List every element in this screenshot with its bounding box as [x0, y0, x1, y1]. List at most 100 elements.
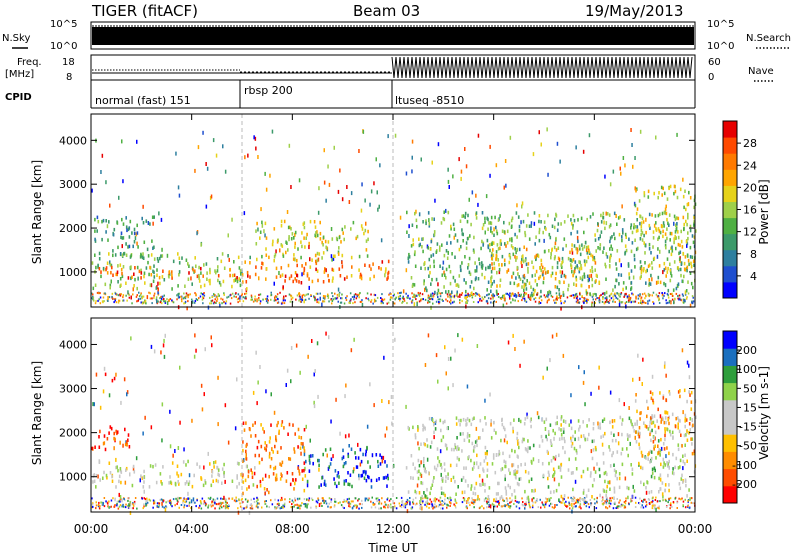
scatter-cell: [128, 296, 131, 299]
scatter-cell: [188, 473, 191, 478]
region-cell-5: [599, 493, 601, 498]
scatter-cell: [606, 500, 608, 503]
scatter-cell: [465, 301, 467, 304]
scatter-cell: [315, 506, 317, 509]
scatter-cell: [319, 296, 321, 301]
scatter-cell: [538, 130, 540, 135]
scatter-cell: [465, 164, 468, 169]
region-cell-5: [443, 462, 446, 466]
scatter-cell: [256, 503, 258, 506]
scatter-cell: [224, 302, 227, 305]
scatter-cell: [663, 294, 665, 297]
region-cell-5: [672, 436, 674, 440]
region-cell-5: [422, 428, 424, 432]
scatter-cell: [118, 299, 121, 302]
scatter-cell: [445, 208, 447, 213]
scatter-cell: [662, 270, 664, 275]
scatter-cell: [583, 497, 586, 499]
region-cell-3: [252, 423, 254, 427]
scatter-cell: [437, 379, 439, 384]
scatter-cell: [318, 301, 320, 304]
region-cell-6: [484, 220, 486, 224]
region-cell-6: [497, 258, 499, 262]
scatter-cell: [157, 290, 159, 295]
scatter-cell: [139, 478, 141, 483]
scatter-cell: [183, 296, 186, 299]
region-cell-6: [443, 285, 445, 289]
scatter-cell: [327, 293, 329, 296]
region-cell-4: [319, 220, 321, 225]
scatter-cell: [194, 300, 197, 302]
region-cell-7: [595, 273, 598, 278]
region-cell-6: [447, 290, 450, 294]
scatter-cell: [649, 294, 651, 297]
scatter-cell: [449, 497, 452, 500]
region-cell-6: [446, 241, 448, 245]
region-cell-4: [365, 449, 367, 454]
scatter-cell: [119, 440, 121, 445]
scatter-cell: [265, 300, 268, 303]
region-cell-7: [488, 243, 491, 247]
region-cell-8: [683, 205, 685, 210]
scatter-cell: [119, 294, 122, 297]
scatter-cell: [631, 300, 633, 303]
region-cell-8: [677, 266, 679, 270]
scatter-cell: [427, 296, 429, 299]
region-cell-0: [156, 257, 159, 261]
scatter-cell: [466, 300, 468, 303]
region-cell-5: [638, 446, 641, 450]
region-cell-7: [542, 270, 544, 274]
region-cell-6: [513, 281, 516, 286]
region-cell-5: [407, 490, 410, 494]
scatter-cell: [160, 217, 163, 222]
region-cell-5: [667, 464, 669, 468]
scatter-cell: [470, 501, 473, 504]
region-cell-6: [406, 210, 408, 215]
region-cell-5: [648, 490, 651, 495]
colorbar-tick-label: 20: [743, 181, 757, 194]
region-cell-8: [643, 267, 645, 271]
scatter-cell: [418, 295, 421, 298]
scatter-cell: [284, 498, 286, 501]
region-cell-6: [490, 254, 493, 258]
scatter-cell: [667, 501, 669, 504]
region-cell-7: [554, 285, 557, 289]
scatter-cell: [502, 499, 504, 502]
scatter-cell: [678, 294, 681, 297]
region-cell-6: [482, 243, 484, 247]
scatter-cell: [259, 302, 261, 305]
scatter-cell: [166, 301, 169, 306]
region-cell-4: [337, 250, 340, 254]
scatter-cell: [598, 297, 600, 299]
region-cell-2: [111, 378, 114, 383]
region-cell-5: [542, 473, 545, 478]
region-cell-7: [522, 259, 525, 264]
colorbar-tick-label: 15: [743, 401, 757, 414]
region-cell-5: [492, 453, 495, 457]
region-cell-5: [532, 443, 535, 448]
scatter-cell: [289, 300, 292, 303]
region-cell-4: [338, 475, 340, 479]
region-cell-6: [518, 228, 521, 233]
scatter-cell: [643, 292, 646, 295]
region-cell-6: [658, 450, 660, 455]
scatter-cell: [375, 299, 377, 302]
region-cell-0: [223, 474, 225, 478]
scatter-cell: [177, 293, 179, 295]
scatter-cell: [91, 497, 93, 500]
region-cell-3: [299, 446, 302, 450]
region-cell-2: [125, 216, 127, 220]
scatter-cell: [180, 497, 182, 500]
scatter-cell: [489, 144, 491, 149]
region-cell-7: [547, 270, 549, 274]
region-cell-8: [634, 203, 637, 208]
scatter-cell: [509, 497, 511, 500]
region-cell-7: [540, 262, 543, 267]
scatter-cell: [447, 295, 449, 298]
region-cell-1: [124, 442, 127, 447]
scatter-cell: [344, 434, 347, 439]
region-cell-6: [468, 270, 471, 275]
scatter-cell: [600, 294, 602, 297]
region-cell-6: [461, 261, 463, 265]
scatter-cell: [405, 502, 407, 505]
